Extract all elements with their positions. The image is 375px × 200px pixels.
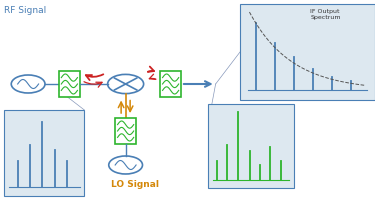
Text: IF Output
Spectrum: IF Output Spectrum xyxy=(310,9,341,20)
Text: LO Signal: LO Signal xyxy=(111,180,159,189)
FancyBboxPatch shape xyxy=(116,118,136,144)
FancyBboxPatch shape xyxy=(240,4,375,100)
FancyBboxPatch shape xyxy=(4,110,84,196)
Text: RF Signal: RF Signal xyxy=(4,6,46,15)
FancyBboxPatch shape xyxy=(160,71,181,97)
FancyBboxPatch shape xyxy=(208,104,294,188)
FancyBboxPatch shape xyxy=(59,71,80,97)
